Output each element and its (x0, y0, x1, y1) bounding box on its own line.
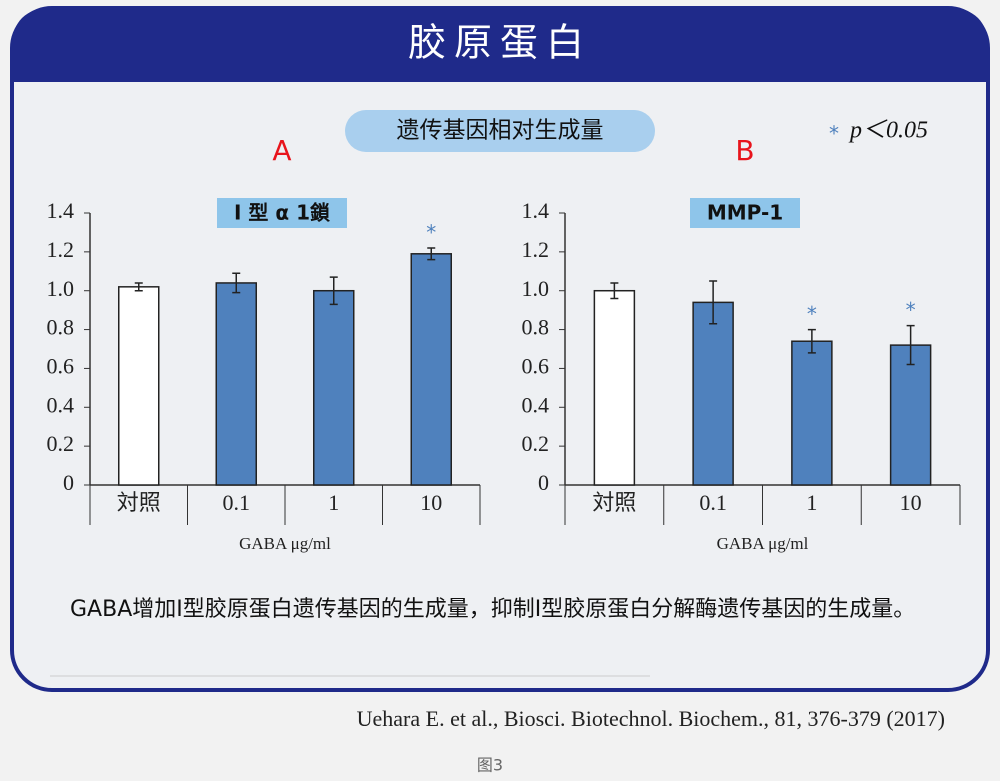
y-tick-label: 0.8 (522, 315, 550, 340)
x-tick-label: 対照 (117, 490, 161, 515)
y-tick-label: 0.4 (522, 392, 550, 417)
bar (118, 286, 160, 486)
bar (692, 301, 734, 486)
y-tick-label: 0.6 (522, 353, 550, 378)
y-tick-label: 1.0 (522, 276, 550, 301)
bar (593, 289, 636, 486)
x-tick-label: 1 (806, 490, 817, 515)
y-tick-label: 0 (63, 470, 74, 495)
y-tick-label: 0 (538, 470, 549, 495)
y-tick-label: 1.4 (47, 198, 75, 223)
chart-title-box (690, 198, 800, 228)
error-bar (427, 247, 436, 261)
y-tick-label: 1.0 (47, 276, 75, 301)
error-bar (232, 272, 241, 294)
x-tick-label: 10 (420, 490, 442, 515)
error-bar (134, 282, 143, 292)
panel-label: B (735, 134, 754, 167)
x-tick-label: 対照 (592, 490, 636, 515)
caption: GABA增加I型胶原蛋白遗传基因的生成量，抑制I型胶原蛋白分解酶遗传基因的生成量… (70, 597, 916, 622)
x-axis-label: GABA μg/ml (239, 534, 331, 553)
x-axis-label: GABA μg/ml (717, 534, 809, 553)
bar (889, 344, 932, 486)
subtitle-pill (345, 110, 655, 152)
y-tick-label: 0.6 (47, 353, 75, 378)
significance-marker: * (807, 302, 817, 326)
error-bar (610, 282, 619, 300)
y-tick-label: 0.8 (47, 315, 75, 340)
x-tick-label: 10 (900, 490, 922, 515)
bar (791, 340, 833, 486)
significance-text: p＜0.05 (848, 118, 928, 144)
citation: Uehara E. et al., Biosci. Biotechnol. Bi… (357, 706, 945, 731)
error-bar (807, 328, 816, 354)
bar (215, 282, 257, 486)
x-tick-label: 0.1 (223, 490, 251, 515)
error-bar (329, 276, 338, 306)
x-tick-label: 1 (328, 490, 339, 515)
y-tick-label: 1.2 (522, 237, 550, 262)
header-band (12, 8, 988, 82)
header-title: 胶原蛋白 (408, 21, 592, 65)
significance-marker: * (829, 122, 839, 146)
y-tick-label: 1.2 (47, 237, 75, 262)
significance-marker: * (906, 298, 916, 322)
chart-title: MMP-1 (707, 201, 783, 225)
subtitle: 遗传基因相对生成量 (397, 118, 604, 144)
y-tick-label: 1.4 (522, 198, 550, 223)
y-tick-label: 0.4 (47, 392, 75, 417)
chart-title: I 型 α 1鎖 (234, 201, 331, 225)
panel-label: A (272, 134, 291, 167)
error-bar (709, 280, 718, 325)
error-bar (906, 324, 915, 366)
chart-title-box (217, 198, 347, 228)
bar (410, 253, 452, 486)
y-tick-label: 0.2 (47, 431, 75, 456)
bar (313, 289, 355, 486)
x-tick-label: 0.1 (699, 490, 727, 515)
significance-marker: * (426, 220, 436, 244)
figure-label: 图3 (477, 756, 503, 775)
y-tick-label: 0.2 (522, 431, 550, 456)
